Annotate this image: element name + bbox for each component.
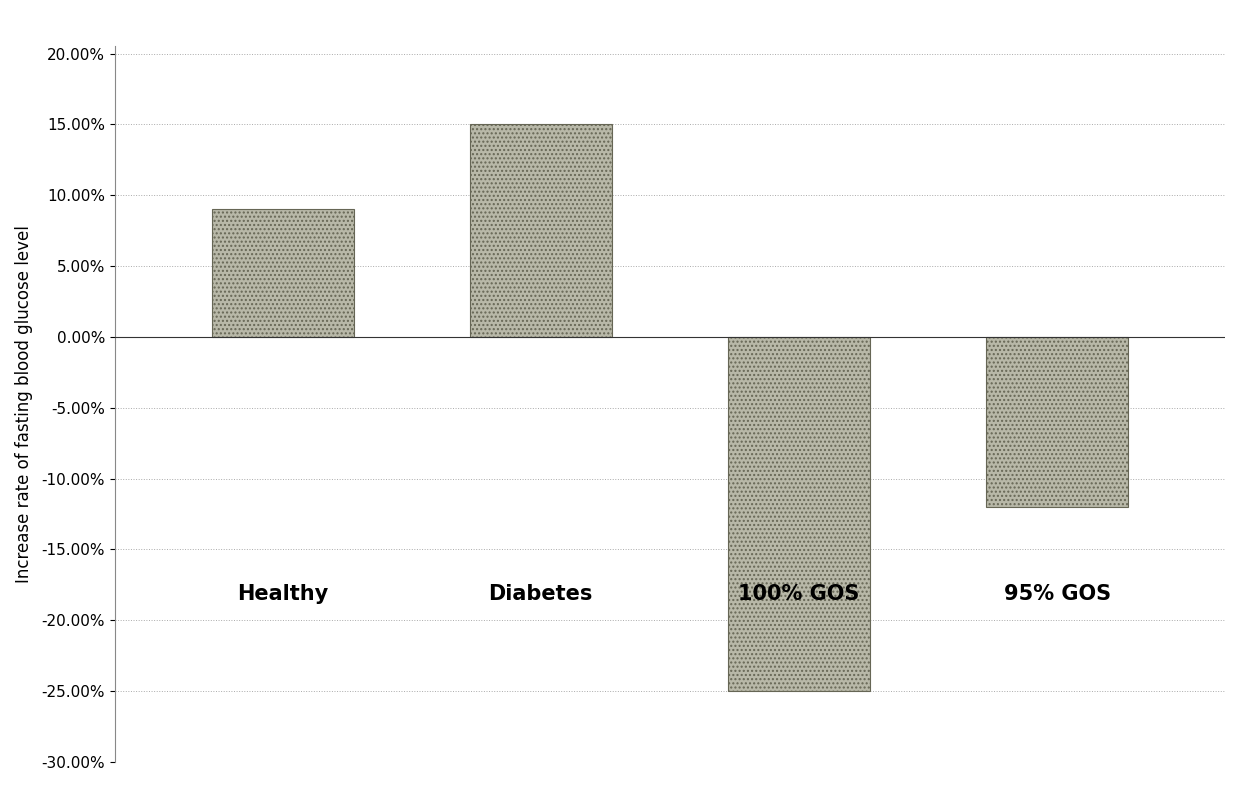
Text: Diabetes: Diabetes	[489, 584, 593, 604]
Y-axis label: Increase rate of fasting blood glucose level: Increase rate of fasting blood glucose l…	[15, 226, 33, 583]
Bar	[986, 337, 1128, 507]
Text: 95% GOS: 95% GOS	[1003, 584, 1111, 604]
Bar	[212, 209, 353, 337]
Bar	[728, 337, 870, 691]
Text: Healthy: Healthy	[237, 584, 329, 604]
Bar	[470, 124, 611, 337]
Text: 100% GOS: 100% GOS	[738, 584, 859, 604]
